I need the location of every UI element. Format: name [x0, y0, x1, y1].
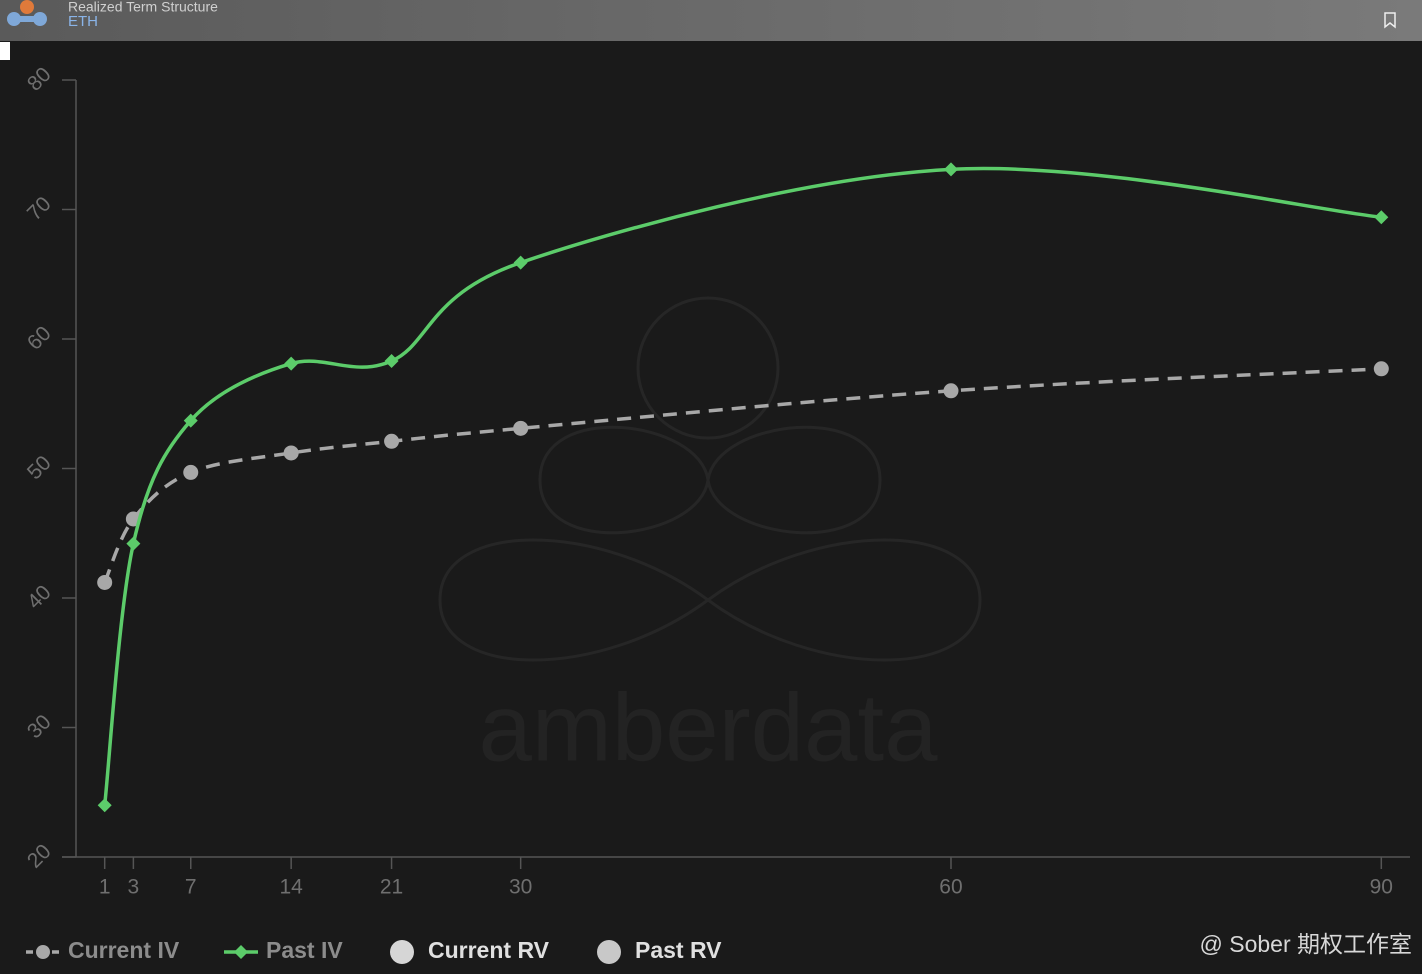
x-tick-label: 14: [279, 876, 303, 899]
point-marker: [126, 536, 141, 551]
series-line: [103, 367, 1382, 584]
point-marker: [97, 574, 113, 590]
point-marker: [284, 356, 299, 371]
header-bar: [0, 0, 1422, 41]
legend-marker: [597, 940, 621, 964]
x-tick-label: 90: [1370, 876, 1393, 899]
point-marker: [283, 445, 299, 461]
header-subtitle: ETH: [68, 13, 98, 30]
side-toggle[interactable]: [0, 42, 10, 60]
x-tick-label: 7: [185, 876, 197, 899]
x-tick-label: 30: [509, 876, 532, 899]
point-marker: [183, 464, 199, 480]
legend-marker: [234, 945, 248, 959]
watermark: [438, 296, 982, 662]
point-marker: [183, 413, 198, 428]
x-tick-label: 3: [128, 876, 140, 899]
point-marker: [384, 354, 399, 369]
point-marker: [97, 798, 112, 813]
bookmark-icon[interactable]: [1384, 12, 1396, 29]
point-marker: [1374, 210, 1389, 225]
legend-label: Current IV: [68, 937, 180, 963]
point-marker: [943, 383, 959, 399]
legend-marker: [390, 940, 414, 964]
point-marker: [513, 420, 529, 436]
legend-label: Current RV: [428, 937, 550, 963]
point-marker: [943, 162, 958, 177]
legend-label: Past IV: [266, 937, 343, 963]
app-icon: [7, 0, 47, 26]
point-marker: [384, 433, 400, 449]
x-tick-label: 1: [99, 876, 111, 899]
x-tick-label: 60: [939, 876, 962, 899]
header-title: Realized Term Structure: [68, 0, 218, 15]
legend-label: Past RV: [635, 937, 722, 963]
legend-marker: [36, 945, 50, 959]
x-tick-label: 21: [380, 876, 403, 899]
point-marker: [1373, 361, 1389, 377]
watermark-text: amberdata: [479, 674, 939, 781]
credit: @ Sober 期权工作室: [1199, 931, 1412, 957]
point-marker: [513, 255, 528, 270]
